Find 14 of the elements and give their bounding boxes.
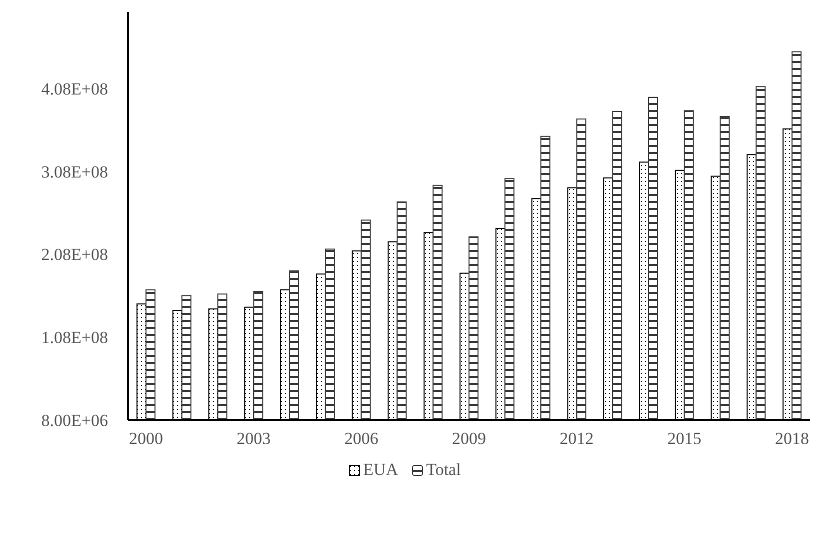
x-tick-label: 2018 [775,429,810,448]
x-tick-label: 2003 [236,429,271,448]
x-tick-label: 2012 [560,429,594,448]
legend-label: EUA [362,460,398,480]
y-tick-label: 2.08E+08 [41,245,108,264]
x-tick-label: 2000 [128,429,163,448]
x-tick-label: 2009 [452,429,486,448]
y-tick-label: 8.00E+06 [41,411,108,430]
y-tick-label: 4.08E+08 [41,79,108,98]
x-tick-label: 2006 [344,429,378,448]
y-tick-label: 3.08E+08 [41,162,108,182]
y-tick-label: 1.08E+08 [41,328,108,348]
x-tick-label: 2015 [667,429,702,448]
legend-label: Total [425,460,461,480]
